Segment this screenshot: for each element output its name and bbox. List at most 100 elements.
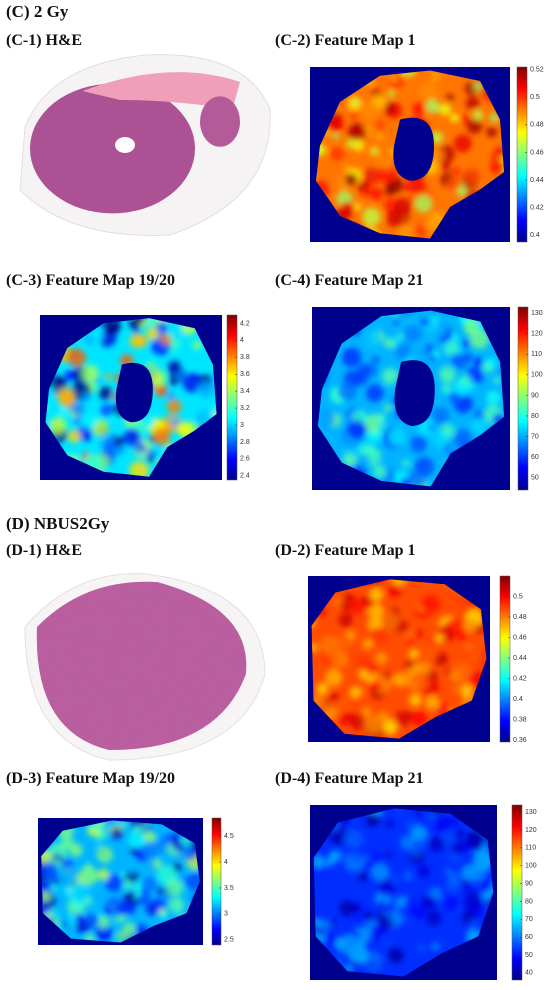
spot: [53, 877, 61, 885]
spot: [165, 878, 184, 897]
spot: [393, 672, 408, 687]
spot: [409, 693, 422, 707]
spot: [133, 825, 143, 835]
spot: [374, 119, 386, 131]
colorbar-tick-label: 0.52: [530, 67, 544, 74]
spot: [367, 954, 376, 963]
spot: [41, 891, 51, 902]
spot: [434, 651, 448, 666]
spot: [473, 81, 483, 92]
he-image: [24, 573, 266, 761]
panel-label: (D-2) Feature Map 1: [275, 542, 416, 559]
spot: [463, 320, 479, 336]
tissue: [36, 581, 247, 751]
spot: [370, 146, 380, 156]
spot: [405, 660, 415, 669]
spot: [142, 830, 156, 844]
spot: [377, 164, 398, 185]
spot: [81, 364, 100, 383]
spot: [415, 810, 422, 817]
spot: [364, 911, 373, 920]
spot: [390, 876, 399, 885]
spot: [358, 871, 369, 882]
spot: [325, 858, 334, 867]
spot: [64, 370, 76, 381]
spot: [383, 102, 396, 114]
map-hole: [393, 117, 434, 181]
spot: [160, 912, 168, 920]
spot: [363, 853, 372, 862]
spot: [453, 134, 472, 153]
spot: [360, 677, 368, 685]
spot: [468, 918, 479, 929]
spot: [42, 862, 59, 879]
spot: [466, 118, 483, 134]
colorbar-tick-label: 100: [525, 863, 537, 870]
spot: [377, 878, 396, 896]
spot: [410, 845, 422, 857]
spot: [330, 147, 344, 161]
spot: [439, 366, 456, 383]
spot: [41, 901, 50, 915]
spot: [94, 923, 113, 942]
tissue: [30, 83, 195, 214]
spot: [490, 159, 504, 175]
spot: [417, 661, 431, 676]
spot: [96, 846, 113, 863]
spot: [419, 81, 439, 101]
spot: [186, 872, 200, 892]
spot: [395, 343, 412, 360]
spot: [364, 715, 384, 734]
spot: [486, 126, 498, 138]
spot: [416, 943, 427, 954]
spot: [146, 825, 153, 832]
spot: [141, 841, 160, 860]
spot: [381, 367, 399, 385]
spot: [428, 836, 445, 852]
spot: [372, 357, 379, 364]
spot: [429, 354, 436, 362]
spot: [355, 654, 371, 671]
colorbar-tick-label: 3.8: [240, 354, 250, 361]
spot: [422, 595, 441, 614]
spot: [407, 639, 415, 647]
spot: [91, 828, 101, 837]
spot: [357, 363, 372, 378]
spot: [352, 139, 365, 152]
colorbar: [516, 66, 528, 243]
spot: [141, 876, 157, 892]
spot: [388, 73, 398, 83]
colorbar-tick-label: 0.44: [513, 655, 527, 662]
spot: [66, 915, 77, 926]
feature-map: [308, 576, 490, 742]
colorbar-tick-label: 0.5: [513, 593, 523, 600]
spot: [446, 175, 462, 191]
spot: [453, 167, 461, 176]
spot: [426, 310, 441, 317]
colorbar-tick-label: 60: [531, 454, 539, 461]
spot: [430, 431, 448, 449]
colorbar-tick-label: 4.5: [224, 833, 234, 840]
feature-map: [310, 67, 510, 242]
spot: [357, 454, 371, 468]
spot: [361, 186, 373, 197]
spot: [390, 912, 404, 926]
spot: [403, 324, 422, 343]
spot: [463, 167, 482, 186]
spot: [408, 649, 419, 659]
spot: [364, 329, 383, 348]
colorbar: [511, 804, 523, 981]
spot: [384, 337, 396, 349]
spot: [97, 868, 110, 881]
colorbar-tick-label: 3.5: [224, 885, 234, 892]
spot: [152, 858, 163, 869]
spot: [148, 369, 166, 387]
spot: [410, 904, 426, 920]
spot: [431, 871, 450, 890]
spot: [343, 829, 364, 849]
spot: [386, 210, 404, 228]
colorbar-tick-label: 4.2: [240, 320, 250, 327]
spot: [59, 869, 79, 888]
spot: [148, 318, 161, 327]
spot: [449, 113, 460, 123]
